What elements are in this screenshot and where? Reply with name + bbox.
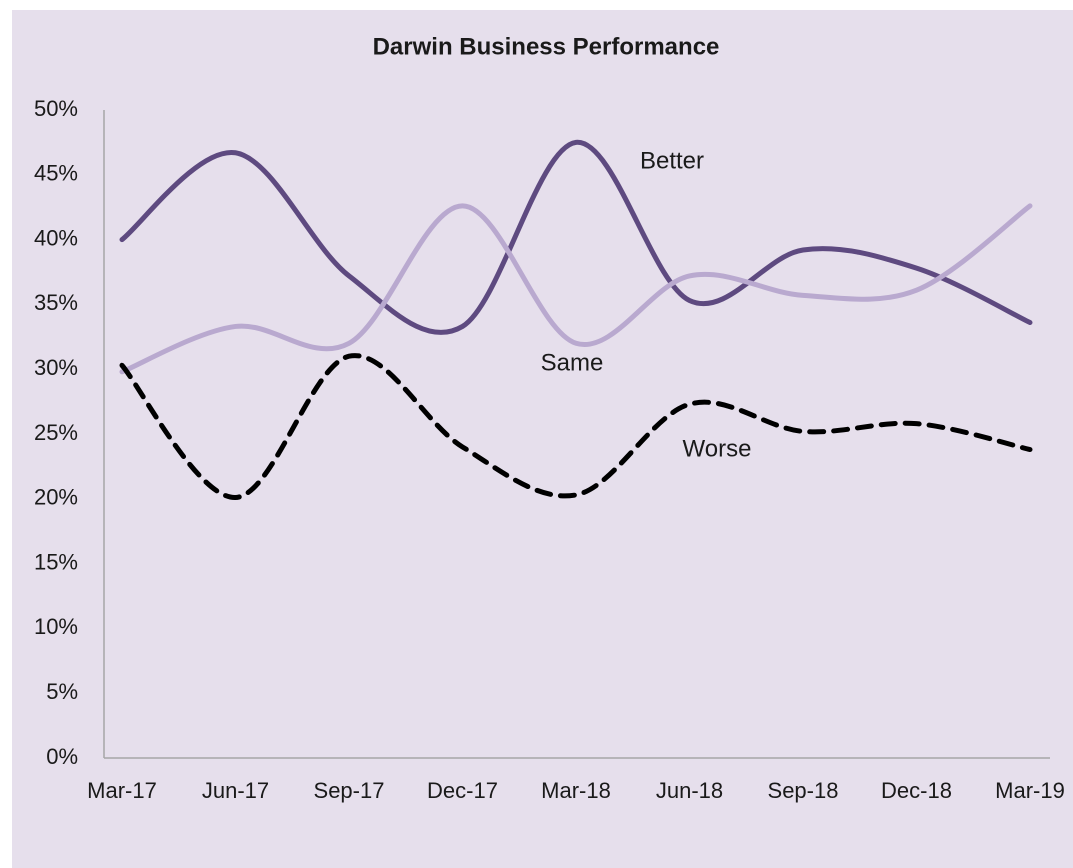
y-tick-label: 20%: [34, 485, 78, 510]
y-tick-label: 5%: [46, 679, 78, 704]
series-label: Worse: [683, 435, 752, 462]
y-tick-label: 30%: [34, 355, 78, 380]
y-tick-label: 0%: [46, 744, 78, 769]
x-tick-label: Mar-18: [541, 778, 611, 803]
line-series: [119, 139, 1033, 335]
x-tick-label: Dec-17: [427, 778, 498, 803]
line-series: [119, 353, 1033, 501]
x-tick-label: Jun-17: [202, 778, 269, 803]
x-tick-label: Sep-18: [768, 778, 839, 803]
line-series: [119, 203, 1033, 375]
x-tick-label: Mar-17: [87, 778, 157, 803]
x-tick-label: Dec-18: [881, 778, 952, 803]
y-tick-label: 10%: [34, 614, 78, 639]
series-label: Same: [541, 349, 604, 376]
series-label: Better: [640, 147, 704, 174]
y-tick-label: 15%: [34, 549, 78, 574]
y-tick-label: 40%: [34, 225, 78, 250]
y-tick-label: 25%: [34, 420, 78, 445]
x-tick-label: Jun-18: [656, 778, 723, 803]
y-tick-label: 35%: [34, 290, 78, 315]
x-tick-label: Sep-17: [314, 778, 385, 803]
x-tick-label: Mar-19: [995, 778, 1065, 803]
chart-title: Darwin Business Performance: [373, 33, 720, 60]
y-tick-label: 45%: [34, 161, 78, 186]
chart-background: [12, 10, 1073, 868]
y-tick-label: 50%: [34, 96, 78, 121]
